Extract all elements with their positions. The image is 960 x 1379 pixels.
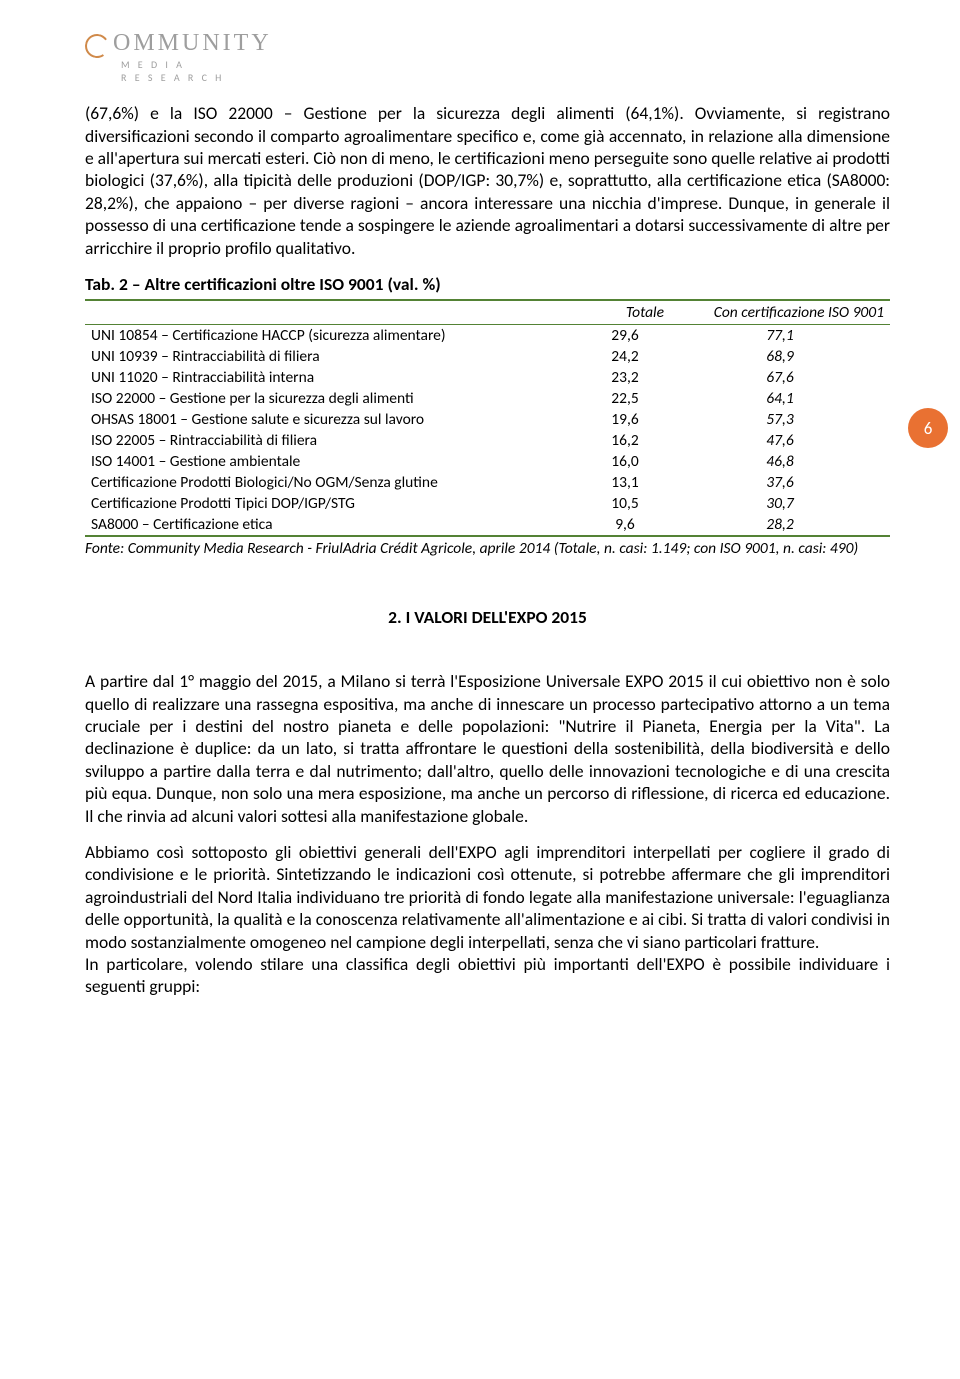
paragraph-1: (67,6%) e la ISO 22000 – Gestione per la… — [85, 102, 890, 259]
logo: OMMUNITY M E D I A R E S E A R C H — [85, 30, 890, 84]
table-cell: ISO 14001 – Gestione ambientale — [85, 451, 580, 472]
table-cell: 29,6 — [580, 324, 670, 346]
table-row: Certificazione Prodotti Biologici/No OGM… — [85, 472, 890, 493]
page-number-badge: 6 — [908, 408, 948, 448]
table-source: Fonte: Community Media Research - FriulA… — [85, 539, 890, 558]
table-cell: 77,1 — [670, 324, 890, 346]
table-cell: ISO 22000 – Gestione per la sicurezza de… — [85, 388, 580, 409]
table-cell: 46,8 — [670, 451, 890, 472]
section-heading: 2. I VALORI DELL'EXPO 2015 — [85, 606, 890, 628]
table-cell: SA8000 – Certificazione etica — [85, 514, 580, 536]
table-header-row: Totale Con certificazione ISO 9001 — [85, 300, 890, 325]
paragraph-3: Abbiamo così sottoposto gli obiettivi ge… — [85, 841, 890, 953]
table-cell: 23,2 — [580, 367, 670, 388]
table-cell: 13,1 — [580, 472, 670, 493]
table-cell: 9,6 — [580, 514, 670, 536]
table-cell: 67,6 — [670, 367, 890, 388]
table-cell: 10,5 — [580, 493, 670, 514]
table-cell: Certificazione Prodotti Biologici/No OGM… — [85, 472, 580, 493]
table-cell: 64,1 — [670, 388, 890, 409]
table-cell: Certificazione Prodotti Tipici DOP/IGP/S… — [85, 493, 580, 514]
table-cell: 28,2 — [670, 514, 890, 536]
table-row: UNI 11020 – Rintracciabilità interna23,2… — [85, 367, 890, 388]
table-title: Tab. 2 – Altre certificazioni oltre ISO … — [85, 273, 890, 295]
table-cell: 30,7 — [670, 493, 890, 514]
table-cell: 22,5 — [580, 388, 670, 409]
table-cell: 47,6 — [670, 430, 890, 451]
table-row: OHSAS 18001 – Gestione salute e sicurezz… — [85, 409, 890, 430]
table-cell: 68,9 — [670, 346, 890, 367]
table-cell: 24,2 — [580, 346, 670, 367]
logo-sub2: R E S E A R C H — [121, 71, 890, 84]
logo-c-icon — [83, 32, 111, 60]
col-iso9001: Con certificazione ISO 9001 — [670, 300, 890, 325]
col-totale: Totale — [580, 300, 670, 325]
paragraph-2: A partire dal 1° maggio del 2015, a Mila… — [85, 670, 890, 827]
table-cell: 16,0 — [580, 451, 670, 472]
table-cell: UNI 11020 – Rintracciabilità interna — [85, 367, 580, 388]
table-cell: UNI 10939 – Rintracciabilità di filiera — [85, 346, 580, 367]
page-number: 6 — [924, 418, 933, 439]
table-row: Certificazione Prodotti Tipici DOP/IGP/S… — [85, 493, 890, 514]
paragraph-4: In particolare, volendo stilare una clas… — [85, 953, 890, 998]
table-cell: 57,3 — [670, 409, 890, 430]
table-cell: ISO 22005 – Rintracciabilità di filiera — [85, 430, 580, 451]
col-blank — [85, 300, 580, 325]
table-cell: 19,6 — [580, 409, 670, 430]
table-row: UNI 10939 – Rintracciabilità di filiera2… — [85, 346, 890, 367]
logo-sub1: M E D I A — [121, 58, 890, 71]
table-row: ISO 22005 – Rintracciabilità di filiera1… — [85, 430, 890, 451]
table-row: ISO 14001 – Gestione ambientale16,046,8 — [85, 451, 890, 472]
table-cell: 37,6 — [670, 472, 890, 493]
table-cell: 16,2 — [580, 430, 670, 451]
table-row: ISO 22000 – Gestione per la sicurezza de… — [85, 388, 890, 409]
table-cell: UNI 10854 – Certificazione HACCP (sicure… — [85, 324, 580, 346]
certifications-table: Totale Con certificazione ISO 9001 UNI 1… — [85, 299, 890, 537]
table-cell: OHSAS 18001 – Gestione salute e sicurezz… — [85, 409, 580, 430]
logo-main-text: OMMUNITY — [113, 30, 272, 56]
table-row: SA8000 – Certificazione etica9,628,2 — [85, 514, 890, 536]
table-row: UNI 10854 – Certificazione HACCP (sicure… — [85, 324, 890, 346]
